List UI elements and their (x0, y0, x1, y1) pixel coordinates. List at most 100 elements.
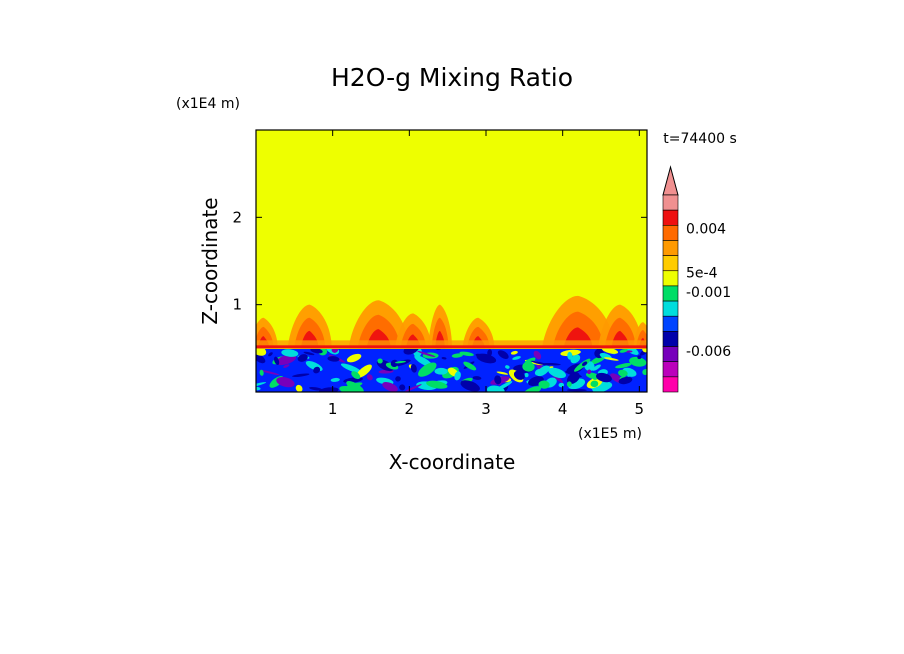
colorbar-level (662, 346, 679, 362)
x-scale-label: (x1E5 m) (578, 426, 642, 442)
mixing-patch (524, 357, 536, 364)
mixing-patch (434, 367, 448, 375)
mixing-patch (581, 361, 588, 366)
mixing-patch (637, 355, 642, 360)
mixing-patch (283, 364, 290, 368)
mixing-patch (566, 388, 587, 392)
mixing-patch (382, 381, 398, 392)
mixing-patch (566, 381, 572, 387)
x-tick-label: 4 (558, 400, 568, 418)
mixing-patch (331, 349, 339, 353)
mixing-patch (256, 349, 267, 356)
colorbar-level (662, 240, 679, 256)
mixing-patch (510, 350, 518, 355)
mixing-patch (451, 353, 463, 358)
inversion-edge (256, 345, 647, 349)
mixing-patch (297, 354, 308, 362)
mixing-patch (356, 364, 372, 378)
mixing-patch (351, 371, 361, 380)
mixing-patch (259, 369, 280, 376)
mixing-patch (377, 358, 383, 364)
mixing-patch (475, 353, 484, 358)
mixing-patch (548, 367, 566, 379)
colorbar-level (662, 285, 679, 302)
colorbar-tick-label: -0.001 (686, 285, 731, 301)
y-scale-label: (x1E4 m) (176, 96, 240, 112)
y-tick-label: 1 (232, 296, 242, 314)
mixing-patch (567, 351, 573, 360)
mixing-patch (418, 362, 437, 377)
mixing-patch (327, 356, 340, 362)
mixing-patch (285, 349, 291, 356)
mixing-patch (330, 377, 340, 382)
colorbar-level (662, 270, 679, 287)
mixing-patch (530, 360, 550, 366)
mixing-patch (303, 351, 315, 356)
mixing-patch (460, 380, 480, 392)
chart-title: H2O-g Mixing Ratio (331, 63, 573, 92)
mixing-patch (454, 371, 461, 381)
mixing-patch (256, 382, 267, 388)
y-axis: 12 (232, 208, 647, 314)
mixing-patch (390, 359, 399, 368)
mixing-patch (618, 376, 633, 385)
mixing-patch (536, 365, 550, 377)
colorbar-tick-label: 0.004 (686, 221, 726, 237)
mixing-patch (309, 387, 323, 391)
mixing-patch (395, 360, 406, 364)
moist-plumes (256, 295, 647, 349)
x-tick-label: 2 (405, 400, 415, 418)
mixing-patch (512, 356, 521, 360)
mixing-patch (523, 386, 542, 392)
mixing-patch (538, 380, 550, 389)
mixing-patch (259, 369, 264, 376)
mixing-patch (403, 349, 420, 355)
mixing-patch (417, 350, 436, 358)
mixing-patch (524, 372, 529, 378)
contour-field (256, 130, 647, 392)
mixing-patch (395, 376, 401, 382)
colorbar-level (662, 225, 679, 241)
mixing-patch (273, 356, 280, 365)
mixing-patch (295, 384, 303, 392)
x-axis-label: X-coordinate (389, 450, 516, 474)
colorbar-tick-label: 5e-4 (686, 265, 718, 281)
colorbar-level (662, 209, 679, 226)
colorbar-level (662, 300, 679, 317)
mixing-patch (592, 364, 601, 371)
mixing-patch (497, 350, 509, 360)
mixing-patch (587, 369, 592, 375)
inversion-band (256, 340, 647, 349)
mixing-patch (615, 363, 632, 369)
colorbar-level (662, 361, 679, 378)
mixing-patch (619, 349, 628, 353)
mixing-patch (339, 385, 360, 392)
colorbar-level (662, 376, 679, 393)
mixing-patch (318, 387, 339, 392)
mixing-patch (566, 372, 580, 384)
mixing-patch (276, 377, 295, 388)
mixing-patch (399, 384, 406, 391)
mixing-patch (494, 375, 502, 385)
mixing-patch (459, 351, 474, 357)
mixing-patch (602, 349, 619, 354)
boundary-layer (256, 349, 647, 392)
mixing-patch (604, 357, 619, 361)
mixing-patch (522, 361, 535, 372)
colorbar-extend-arrow (662, 165, 679, 196)
mixing-patch (310, 349, 323, 354)
mixing-patch (313, 366, 321, 374)
mixing-patch (487, 349, 493, 357)
mixing-patch (340, 363, 362, 374)
mixing-patch (596, 372, 612, 383)
mixing-patch (435, 349, 442, 350)
x-tick-label: 3 (481, 400, 491, 418)
colorbar-level (662, 194, 679, 211)
mixing-patch (513, 370, 525, 380)
mixing-patch (496, 371, 509, 375)
mixing-patch (629, 356, 647, 367)
x-tick-label: 5 (635, 400, 645, 418)
mixing-patch (426, 380, 448, 389)
time-label: t=74400 s (663, 131, 737, 147)
